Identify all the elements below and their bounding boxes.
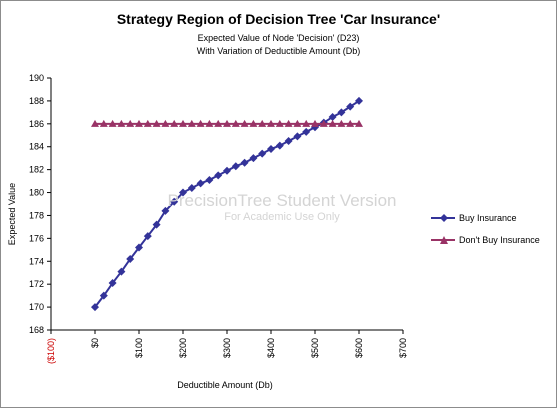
data-point-dont-buy-insurance [214, 119, 223, 127]
x-tick-label: $600 [354, 338, 364, 358]
data-point-dont-buy-insurance [179, 119, 187, 127]
y-tick-label: 180 [29, 188, 44, 198]
data-point-buy-insurance [135, 243, 143, 252]
chart-subtitle-line-1: Expected Value of Node 'Decision' (D23) [197, 33, 360, 43]
y-tick-label: 174 [29, 256, 44, 266]
triangle-marker-icon [440, 236, 448, 244]
data-point-dont-buy-insurance [91, 119, 99, 127]
data-point-buy-insurance [196, 179, 205, 188]
data-point-buy-insurance [126, 254, 135, 263]
data-point-dont-buy-insurance [108, 119, 117, 127]
data-point-dont-buy-insurance [205, 119, 214, 127]
data-point-dont-buy-insurance [293, 119, 302, 127]
data-point-buy-insurance [152, 220, 161, 229]
x-tick-label: $400 [266, 338, 276, 358]
data-point-buy-insurance [284, 137, 293, 145]
data-point-dont-buy-insurance [187, 119, 196, 127]
chart-subtitle-line-2: With Variation of Deductible Amount (Db) [196, 46, 361, 56]
data-point-dont-buy-insurance [267, 119, 275, 127]
data-point-dont-buy-insurance [319, 119, 328, 127]
data-point-buy-insurance [179, 188, 187, 197]
data-point-dont-buy-insurance [328, 119, 337, 127]
data-point-buy-insurance [99, 291, 108, 300]
data-point-dont-buy-insurance [117, 119, 126, 127]
data-point-dont-buy-insurance [161, 119, 170, 127]
data-point-dont-buy-insurance [346, 119, 355, 127]
x-tick-label: ($100) [46, 338, 56, 364]
data-point-dont-buy-insurance [337, 119, 346, 127]
y-tick-label: 190 [29, 73, 44, 83]
x-tick-label: $300 [222, 338, 232, 358]
y-tick-label: 172 [29, 279, 44, 289]
data-point-buy-insurance [143, 232, 152, 241]
data-point-dont-buy-insurance [196, 119, 205, 127]
data-point-buy-insurance [231, 162, 240, 171]
x-tick-label: $100 [134, 338, 144, 358]
data-point-buy-insurance [187, 183, 196, 192]
data-point-dont-buy-insurance [223, 119, 231, 127]
y-tick-label: 168 [29, 325, 44, 335]
data-point-buy-insurance [355, 96, 363, 105]
y-tick-label: 182 [29, 165, 44, 175]
data-point-buy-insurance [91, 303, 99, 312]
data-point-dont-buy-insurance [275, 119, 284, 127]
data-point-dont-buy-insurance [311, 119, 319, 127]
data-point-buy-insurance [249, 154, 258, 163]
data-point-dont-buy-insurance [99, 119, 108, 127]
data-point-buy-insurance [161, 206, 170, 215]
legend-label-dont-buy: Don't Buy Insurance [459, 235, 540, 245]
diamond-marker-icon [440, 214, 448, 222]
y-tick-label: 176 [29, 233, 44, 243]
data-point-buy-insurance [302, 127, 311, 136]
data-point-dont-buy-insurance [126, 119, 135, 127]
chart-title: Strategy Region of Decision Tree 'Car In… [116, 11, 441, 27]
data-point-buy-insurance [258, 149, 267, 158]
data-point-buy-insurance [293, 132, 302, 141]
x-tick-label: $500 [310, 338, 320, 358]
data-point-buy-insurance [346, 102, 355, 111]
data-point-buy-insurance [337, 108, 346, 117]
watermark-line-2: For Academic Use Only [224, 211, 340, 223]
data-point-buy-insurance [275, 141, 284, 150]
data-point-dont-buy-insurance [231, 119, 240, 127]
data-point-buy-insurance [223, 166, 231, 175]
data-point-dont-buy-insurance [240, 119, 249, 127]
data-point-dont-buy-insurance [302, 119, 311, 127]
x-axis-label: Deductible Amount (Db) [177, 380, 273, 390]
y-tick-label: 188 [29, 96, 44, 106]
data-point-buy-insurance [267, 145, 275, 154]
data-point-buy-insurance [214, 171, 223, 180]
data-point-dont-buy-insurance [284, 119, 293, 127]
data-point-dont-buy-insurance [355, 119, 363, 127]
y-tick-label: 184 [29, 142, 44, 152]
x-tick-label: $700 [398, 338, 408, 358]
data-point-buy-insurance [328, 112, 337, 121]
x-tick-label: $200 [178, 338, 188, 358]
data-point-buy-insurance [117, 267, 126, 276]
data-point-dont-buy-insurance [249, 119, 258, 127]
data-point-buy-insurance [108, 279, 117, 288]
y-tick-label: 186 [29, 119, 44, 129]
data-point-dont-buy-insurance [258, 119, 267, 127]
watermark-line-1: PrecisionTree Student Version [167, 191, 397, 210]
data-point-dont-buy-insurance [143, 119, 152, 127]
x-tick-label: $0 [90, 338, 100, 348]
y-axis-label: Expected Value [7, 183, 17, 245]
data-point-dont-buy-insurance [152, 119, 161, 127]
data-point-dont-buy-insurance [135, 119, 143, 127]
data-point-buy-insurance [170, 197, 179, 206]
data-point-buy-insurance [205, 175, 214, 184]
legend-label-buy: Buy Insurance [459, 213, 517, 223]
data-point-buy-insurance [240, 158, 249, 167]
y-tick-label: 178 [29, 210, 44, 220]
y-tick-label: 170 [29, 302, 44, 312]
data-point-dont-buy-insurance [170, 119, 179, 127]
